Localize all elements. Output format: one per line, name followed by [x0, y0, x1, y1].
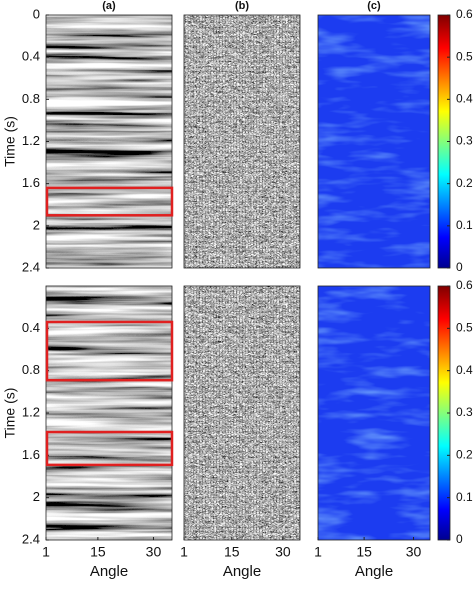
- seismic-panel: [46, 286, 172, 540]
- y-tick-label: 2: [33, 217, 40, 232]
- x-tick-label: 30: [406, 544, 422, 560]
- seismic-panel: [46, 15, 172, 268]
- y-axis-label: Time (s): [2, 388, 18, 439]
- seismic-panel: [184, 15, 300, 268]
- colorbar-tick-label: 0.2: [456, 176, 473, 190]
- x-axis-label: Angle: [90, 563, 128, 580]
- highlight-box: [45, 430, 174, 467]
- colorbar-tick-label: 0.1: [456, 490, 473, 504]
- panel-frame: [317, 285, 431, 541]
- colorbar-tick-label: 0.6: [456, 7, 473, 21]
- highlight-box: [45, 320, 174, 382]
- y-tick-label: 1.6: [22, 175, 40, 190]
- x-axis-label: Angle: [223, 563, 261, 580]
- y-tick-label: 0.4: [22, 320, 40, 335]
- panel-frame: [183, 14, 301, 269]
- colorbar-tick-label: 0.1: [456, 218, 473, 232]
- x-tick-label: 30: [146, 544, 162, 560]
- y-tick-label: 2.4: [22, 531, 40, 546]
- y-tick-label: 0.8: [22, 91, 40, 106]
- x-tick-label: 1: [42, 544, 50, 560]
- panel-label: (c): [367, 0, 381, 12]
- x-tick-label: 30: [275, 544, 291, 560]
- y-tick-label: 0: [33, 6, 40, 21]
- colorbar-tick-label: 0.4: [456, 363, 473, 377]
- y-tick-label: 2: [33, 489, 40, 504]
- x-tick-label: 15: [224, 544, 240, 560]
- x-tick-label: 1: [314, 544, 322, 560]
- y-axis-label: Time (s): [2, 116, 18, 167]
- blue-texture: [318, 15, 430, 268]
- colorbar-tick-label: 0.2: [456, 448, 473, 462]
- blue-texture: [318, 286, 430, 540]
- colorbar-tick-label: 0.5: [456, 321, 473, 335]
- colorbar-tick-label: 0.5: [456, 49, 473, 63]
- panel-label: (b): [235, 0, 249, 12]
- y-tick-label: 0.8: [22, 362, 40, 377]
- colorbar-tick-label: 0.3: [456, 134, 473, 148]
- x-tick-label: 15: [90, 544, 106, 560]
- y-tick-label: 1.2: [22, 133, 40, 148]
- panel-frame: [317, 14, 431, 269]
- colorbar-tick-label: 0.3: [456, 405, 473, 419]
- colorbar-tick-label: 0.6: [456, 278, 473, 292]
- y-tick-label: 2.4: [22, 259, 40, 274]
- panel-frame: [183, 285, 301, 541]
- x-tick-label: 15: [356, 544, 372, 560]
- y-tick-label: 1.2: [22, 404, 40, 419]
- seismic-panel: [184, 286, 300, 540]
- colorbar-tick-label: 0.4: [456, 92, 473, 106]
- y-tick-label: 1.6: [22, 447, 40, 462]
- highlight-box: [45, 186, 174, 217]
- panel-label: (a): [102, 0, 116, 12]
- x-tick-label: 1: [180, 544, 188, 560]
- y-tick-label: 0.4: [22, 49, 40, 64]
- colorbar-tick-label: 0: [456, 260, 463, 274]
- colorbar-tick-label: 0: [456, 532, 463, 546]
- x-axis-label: Angle: [355, 563, 393, 580]
